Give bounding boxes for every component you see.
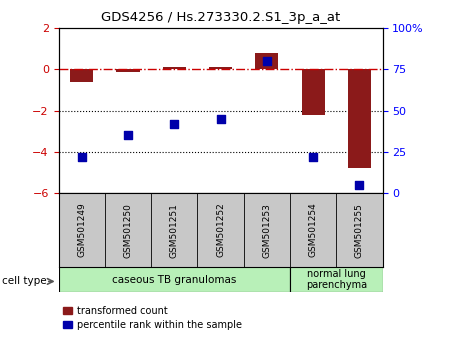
Text: GSM501252: GSM501252	[216, 203, 225, 257]
Bar	[162, 67, 186, 69]
Point	[263, 58, 270, 64]
Bar	[290, 267, 382, 292]
Bar	[255, 53, 279, 69]
Bar	[209, 67, 232, 69]
Point	[124, 132, 131, 138]
Point	[217, 116, 224, 122]
Point	[78, 154, 85, 160]
Text: GSM501250: GSM501250	[123, 202, 132, 258]
Text: GSM501253: GSM501253	[262, 202, 271, 258]
Text: normal lung
parenchyma: normal lung parenchyma	[306, 269, 367, 291]
Point	[356, 182, 363, 188]
Text: cell type: cell type	[2, 276, 47, 286]
Text: GSM501251: GSM501251	[170, 202, 179, 258]
Title: GDS4256 / Hs.273330.2.S1_3p_a_at: GDS4256 / Hs.273330.2.S1_3p_a_at	[101, 11, 340, 24]
Bar	[70, 69, 93, 82]
Bar	[117, 69, 140, 72]
Text: GSM501249: GSM501249	[77, 203, 86, 257]
Bar	[348, 69, 371, 168]
Point	[171, 121, 178, 127]
Point	[310, 154, 317, 160]
Bar	[58, 267, 290, 292]
Text: caseous TB granulomas: caseous TB granulomas	[112, 275, 236, 285]
Legend: transformed count, percentile rank within the sample: transformed count, percentile rank withi…	[63, 306, 242, 330]
Bar	[302, 69, 324, 115]
Text: GSM501255: GSM501255	[355, 202, 364, 258]
Text: GSM501254: GSM501254	[309, 203, 318, 257]
